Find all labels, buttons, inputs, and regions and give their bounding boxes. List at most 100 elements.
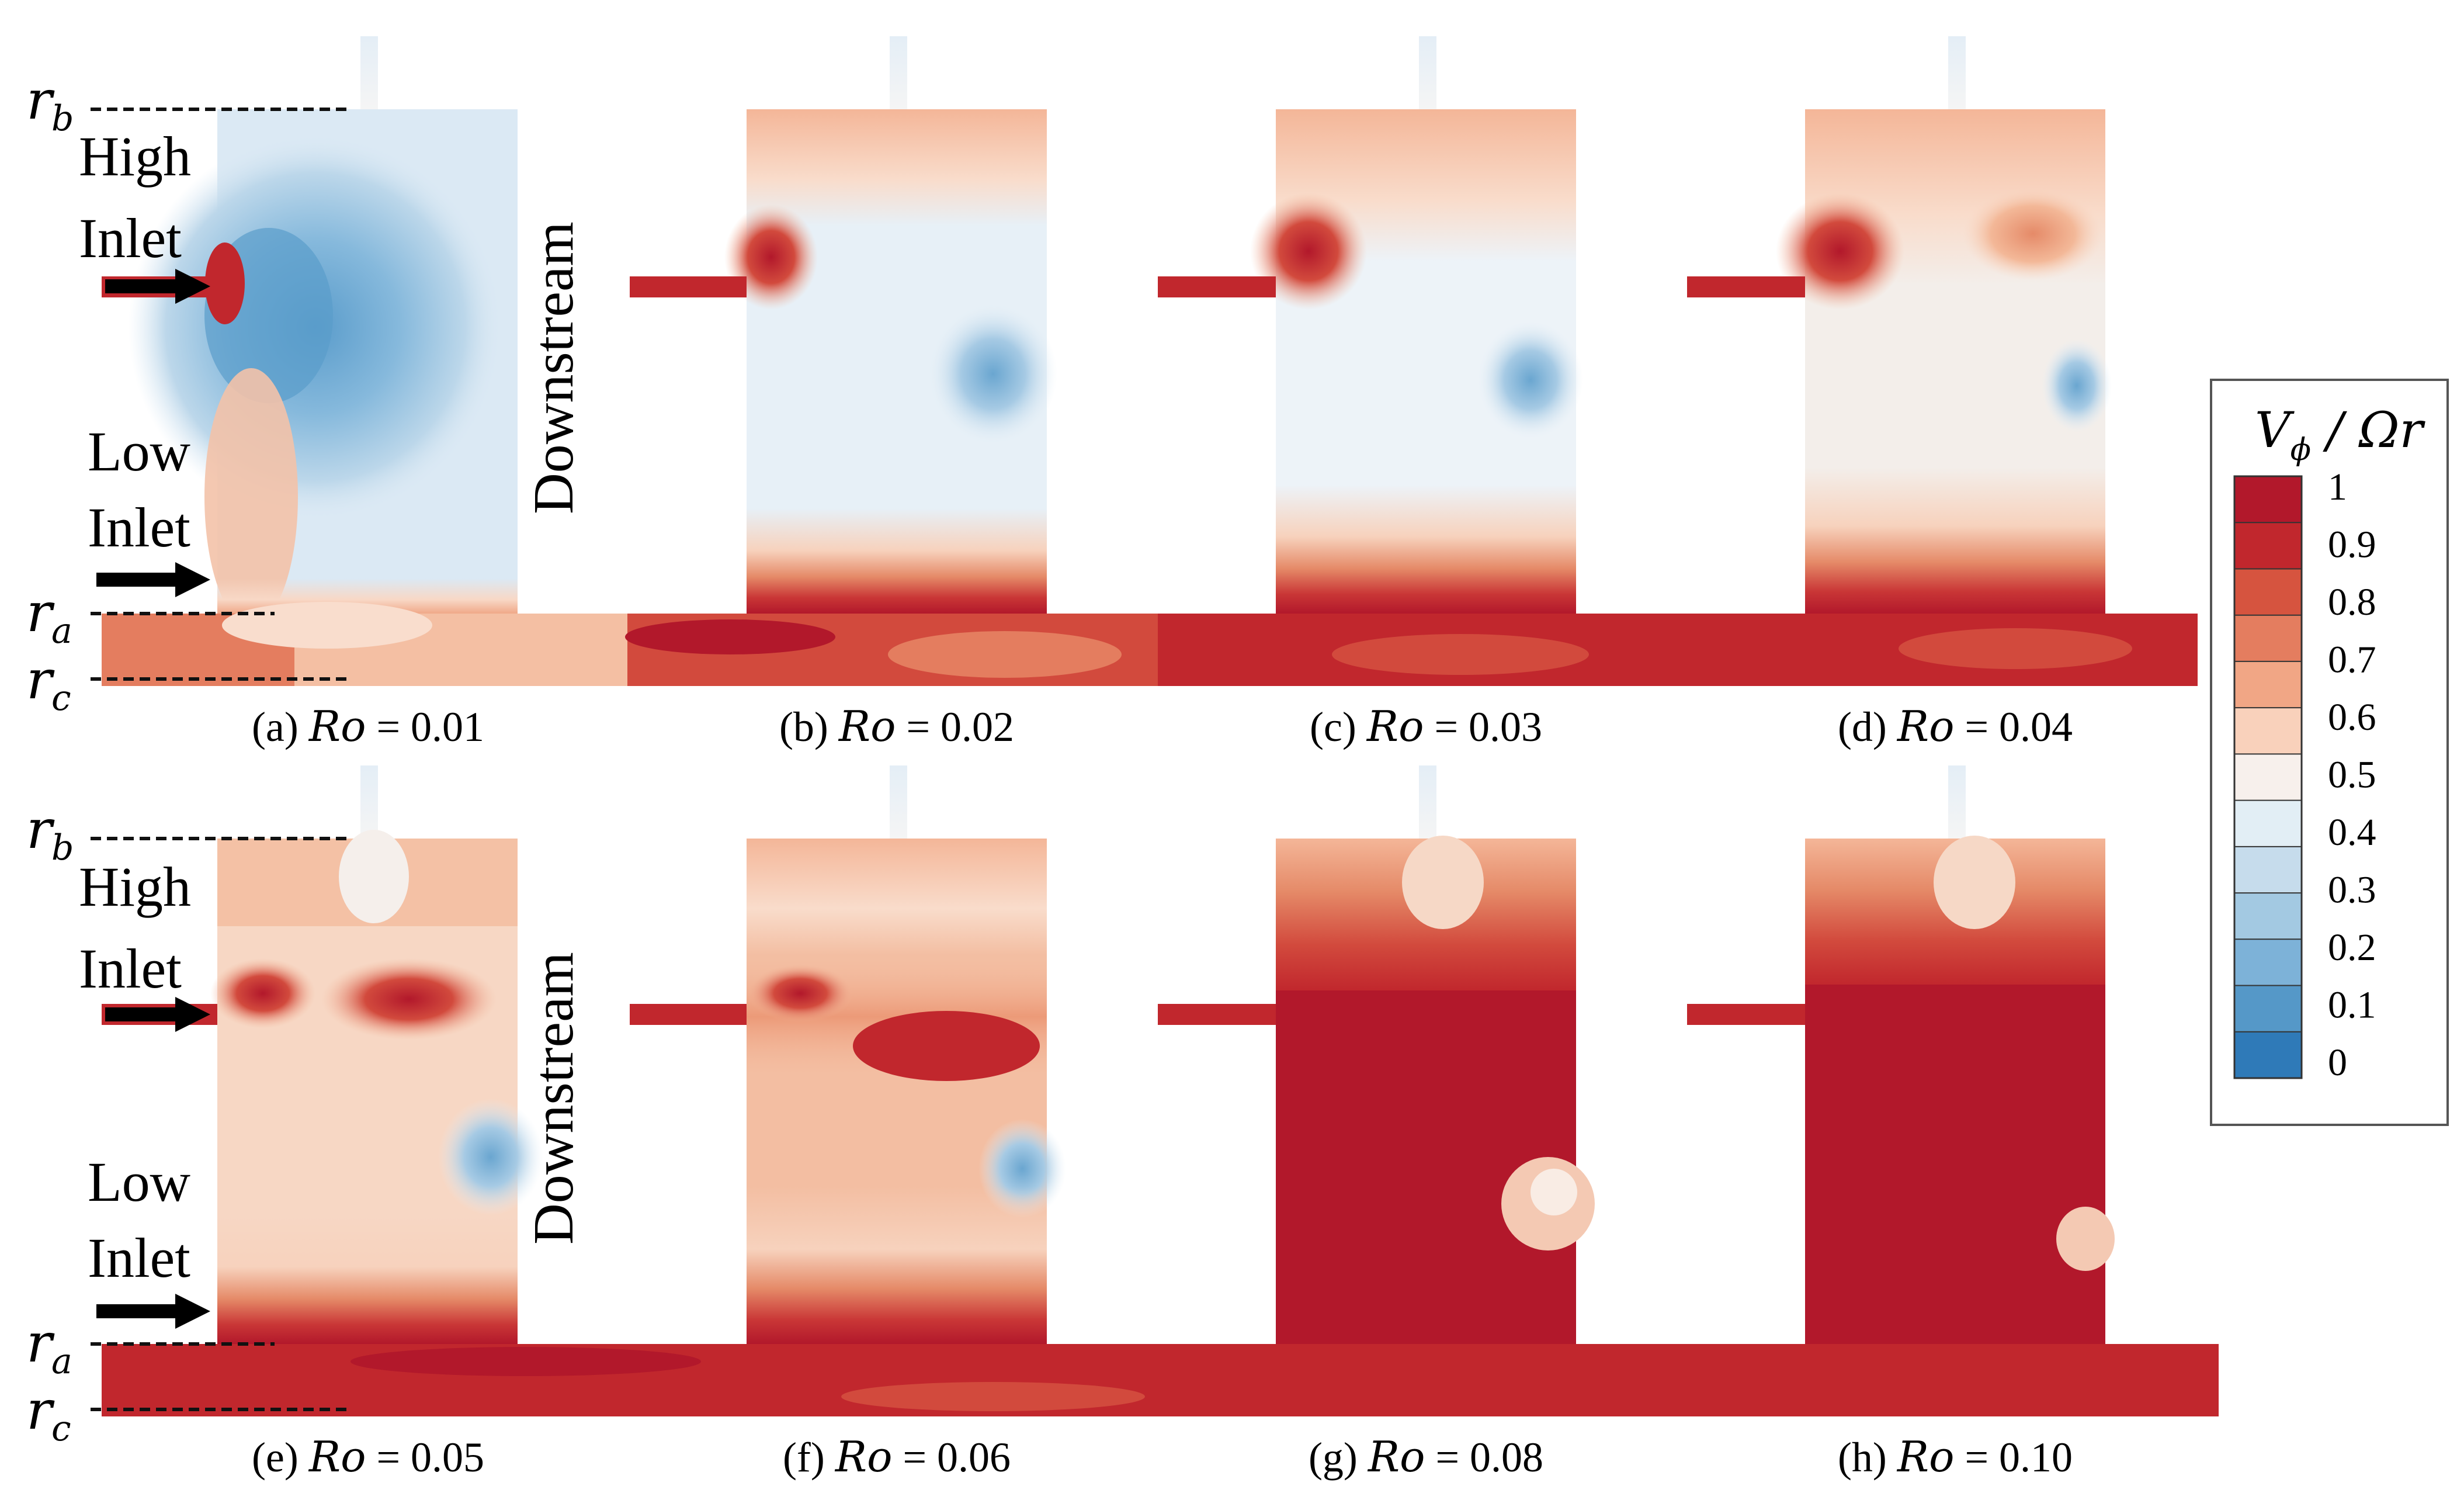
- bottom-band: [1276, 485, 1576, 614]
- r-a-sub: a: [51, 611, 72, 652]
- downstream-label: Downstream: [522, 221, 585, 514]
- inlet-stub: [630, 276, 747, 297]
- contour-blob: [1478, 321, 1583, 438]
- arrow-low-top: [96, 562, 210, 597]
- colorbar-swatch: [2234, 800, 2302, 847]
- colorbar-tick-label: 0.4: [2328, 811, 2376, 854]
- contour-blob: [350, 1347, 701, 1376]
- high-inlet-label-2: Inlet: [79, 937, 182, 1000]
- contour-blob: [841, 1382, 1145, 1411]
- contour-blob: [625, 619, 835, 654]
- colorbar-swatch: [2234, 522, 2302, 569]
- stem: [890, 36, 907, 109]
- panel-f: [630, 765, 1066, 1344]
- colorbar-tick-label: 0.6: [2328, 696, 2376, 739]
- caption-f: (f) Ro = 0.06: [783, 1432, 1011, 1481]
- caption-c: (c) Ro = 0.03: [1310, 702, 1542, 751]
- contour-blob: [321, 958, 497, 1040]
- low-inlet-label-2: Inlet: [88, 496, 190, 559]
- colorbar-swatch: [2234, 661, 2302, 708]
- high-inlet-label-1: High: [79, 855, 191, 918]
- radius-markers: [91, 108, 350, 1411]
- downstream-label: Downstream: [522, 952, 585, 1245]
- stem: [890, 765, 907, 839]
- caption-a: (a) Ro = 0.01: [252, 702, 484, 751]
- contour-blob: [438, 1099, 543, 1215]
- colorbar-swatch: [2234, 754, 2302, 801]
- panel-h: [1687, 765, 2115, 1344]
- colorbar-swatch: [2234, 893, 2302, 940]
- colorbar-swatch: [2234, 1031, 2302, 1079]
- r-a-sub: a: [51, 1341, 72, 1382]
- arrow-high-bottom: [105, 997, 210, 1032]
- contour-blob: [222, 602, 432, 649]
- r-c-sub: c: [51, 678, 71, 719]
- bottom-band: [747, 508, 1047, 614]
- colorbar-tick-label: 0.5: [2328, 754, 2376, 796]
- inlet-stub: [630, 1004, 747, 1025]
- panel-a: [102, 36, 627, 686]
- downstream-labels: Downstream Downstream: [522, 221, 585, 1245]
- stem: [1419, 765, 1436, 839]
- stem: [1948, 765, 1966, 839]
- contour-blob: [1963, 187, 2103, 280]
- contour-blob: [204, 368, 298, 625]
- caption-d: (d) Ro = 0.04: [1838, 702, 2073, 751]
- inlet-stub: [1158, 1004, 1276, 1025]
- stem: [1948, 36, 1966, 109]
- contour-blob: [339, 830, 409, 923]
- contour-blob: [1250, 193, 1367, 310]
- r-c-sub: c: [51, 1408, 71, 1449]
- panel-c: [1158, 36, 1689, 686]
- colorbar-swatch: [2234, 476, 2302, 523]
- contour-blob: [2042, 339, 2112, 432]
- legend-title: Vϕ / Ωr: [2255, 401, 2425, 467]
- bottom-band: [217, 1215, 518, 1344]
- panel-e: [102, 765, 2219, 1416]
- colorbar-swatch: [2234, 985, 2302, 1033]
- colorbar-swatch: [2234, 846, 2302, 893]
- panel-b: [625, 36, 1158, 686]
- colorbar-ticks: 1 0.9 0.8 0.7 0.6 0.5 0.4 0.3 0.2 0.1 0: [2328, 466, 2376, 1084]
- bottom-band: [747, 1186, 1047, 1344]
- caption-h: (h) Ro = 0.10: [1838, 1432, 2073, 1481]
- bottom-band: [1805, 467, 2105, 614]
- colorbar-frame: [2233, 475, 2303, 1079]
- colorbar-tick-label: 0.7: [2328, 639, 2376, 681]
- colorbar-tick-label: 0.3: [2328, 869, 2376, 912]
- contour-blob: [747, 109, 1047, 226]
- r-c-label: r: [26, 649, 55, 711]
- r-a-label: r: [26, 1312, 55, 1374]
- contour-blob: [747, 839, 1047, 955]
- caption-e: (e) Ro = 0.05: [252, 1432, 484, 1481]
- colorbar-tick-label: 0.8: [2328, 581, 2376, 623]
- high-inlet-label-2: Inlet: [79, 207, 182, 269]
- stem: [1419, 36, 1436, 109]
- colorbar-swatch: [2234, 615, 2302, 662]
- r-b-label: r: [26, 798, 55, 861]
- caption-b: (b) Ro = 0.02: [779, 702, 1014, 751]
- caption-g: (g) Ro = 0.08: [1309, 1432, 1543, 1481]
- low-inlet-label-1: Low: [88, 420, 190, 483]
- colorbar-swatch: [2234, 569, 2302, 616]
- low-inlet-label-1: Low: [88, 1151, 190, 1213]
- arrow-high-top: [105, 269, 210, 304]
- panel-g: [1158, 765, 1595, 1344]
- contour-blob: [1332, 634, 1589, 675]
- colorbar-tick-label: 0.1: [2328, 984, 2376, 1027]
- r-b-sub: b: [51, 98, 74, 139]
- contour-blob: [1899, 628, 2132, 669]
- contour-blob: [1776, 193, 1904, 310]
- contour-blob: [929, 304, 1057, 444]
- colorbar-tick-label: 0.2: [2328, 926, 2376, 969]
- r-b-sub: b: [51, 827, 74, 868]
- contour-blob: [2056, 1207, 2115, 1271]
- colorbar-tick-label: 1: [2328, 466, 2347, 508]
- contour-blob: [724, 205, 818, 310]
- inlet-labels: High Inlet Low Inlet High Inlet Low Inle…: [79, 125, 191, 1289]
- high-inlet-label-1: High: [79, 125, 191, 188]
- colorbar-swatch: [2234, 939, 2302, 986]
- inlet-arrows: [96, 269, 210, 1329]
- inlet-stub: [1687, 1004, 1805, 1025]
